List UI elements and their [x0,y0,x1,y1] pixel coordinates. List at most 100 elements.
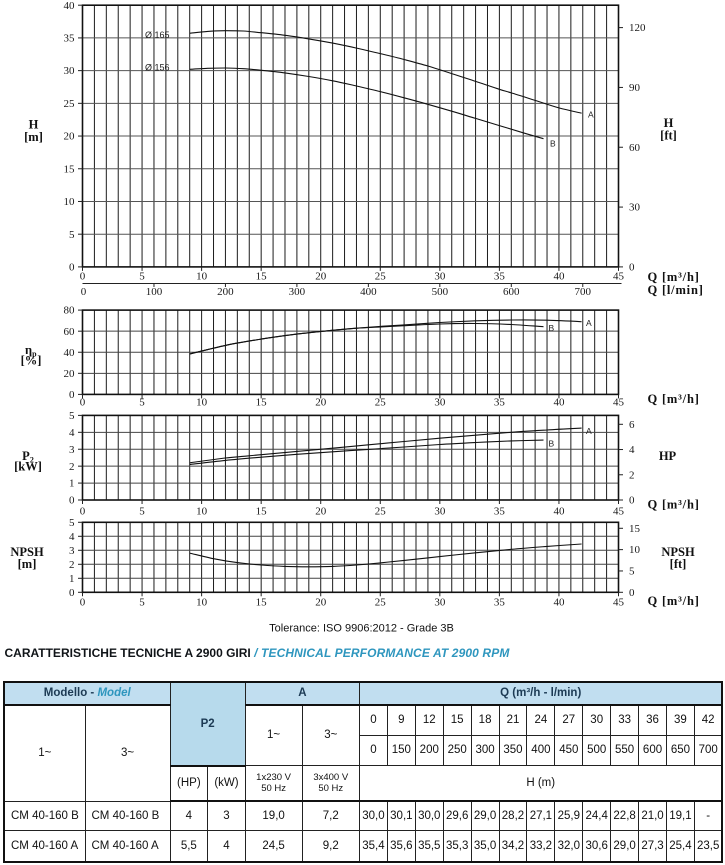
svg-text:3: 3 [69,545,75,557]
svg-text:35: 35 [494,505,506,517]
svg-text:25: 25 [375,596,387,608]
svg-text:15: 15 [256,596,268,608]
svg-text:40: 40 [64,0,76,12]
svg-text:45: 45 [613,505,625,517]
svg-text:5: 5 [69,410,75,422]
svg-text:1: 1 [69,478,75,490]
svg-text:0: 0 [629,262,635,274]
svg-text:1: 1 [69,573,75,585]
svg-text:Q [m³/h]: Q [m³/h] [648,594,700,608]
svg-text:0: 0 [81,286,87,298]
svg-text:10: 10 [196,396,208,408]
svg-text:A: A [588,110,594,120]
svg-text:20: 20 [64,368,76,380]
svg-text:[kW]: [kW] [14,460,42,474]
svg-text:Q [m³/h]: Q [m³/h] [648,270,700,284]
svg-text:0: 0 [629,587,635,599]
svg-text:35: 35 [494,396,506,408]
svg-text:NPSH: NPSH [661,545,695,559]
svg-text:4: 4 [69,427,75,439]
svg-text:0: 0 [80,505,86,517]
svg-text:25: 25 [64,98,76,110]
svg-text:B: B [549,439,555,449]
svg-text:10: 10 [196,505,208,517]
svg-text:40: 40 [553,596,565,608]
svg-text:500: 500 [432,286,449,298]
svg-text:10: 10 [64,196,76,208]
svg-text:10: 10 [629,544,641,556]
svg-text:NPSH: NPSH [10,545,44,559]
svg-text:100: 100 [146,286,163,298]
svg-text:Ø 156: Ø 156 [145,62,170,72]
svg-text:5: 5 [629,566,635,578]
svg-text:5: 5 [139,271,145,283]
svg-text:3: 3 [69,444,75,456]
svg-text:80: 80 [64,305,76,317]
svg-text:Tolerance: ISO 9906:2012 - Gra: Tolerance: ISO 9906:2012 - Grade 3B [269,623,454,635]
svg-text:4: 4 [629,444,635,456]
svg-text:35: 35 [494,596,506,608]
svg-text:40: 40 [553,271,565,283]
svg-text:10: 10 [196,596,208,608]
svg-text:[m]: [m] [24,130,43,144]
svg-text:0: 0 [69,495,75,507]
svg-text:15: 15 [629,523,641,535]
svg-text:HP: HP [659,449,677,463]
svg-text:4: 4 [69,531,75,543]
svg-text:30: 30 [629,202,641,214]
svg-text:25: 25 [375,396,387,408]
svg-text:45: 45 [613,596,625,608]
svg-text:2: 2 [69,461,75,473]
svg-text:Q [m³/h]: Q [m³/h] [648,392,700,406]
svg-text:20: 20 [315,271,327,283]
svg-text:20: 20 [315,396,327,408]
svg-text:20: 20 [315,505,327,517]
svg-text:15: 15 [256,505,268,517]
svg-text:15: 15 [64,163,76,175]
svg-text:40: 40 [553,396,565,408]
svg-text:5: 5 [139,396,145,408]
svg-text:0: 0 [80,271,86,283]
svg-text:35: 35 [64,33,76,45]
svg-text:10: 10 [196,271,208,283]
svg-text:A: A [586,318,592,328]
svg-text:B: B [549,323,555,333]
svg-text:60: 60 [64,326,76,338]
svg-text:5: 5 [139,596,145,608]
svg-text:P2: P2 [22,449,34,465]
svg-text:700: 700 [575,286,592,298]
svg-text:[ft]: [ft] [670,557,687,571]
svg-text:15: 15 [256,271,268,283]
svg-text:0: 0 [80,596,86,608]
svg-text:40: 40 [64,347,76,359]
svg-text:[m]: [m] [18,557,37,571]
svg-text:0: 0 [80,396,86,408]
svg-text:20: 20 [64,131,76,143]
svg-text:0: 0 [69,389,75,401]
svg-text:30: 30 [434,596,446,608]
svg-text:30: 30 [434,396,446,408]
svg-text:25: 25 [375,505,387,517]
svg-text:60: 60 [629,142,641,154]
svg-text:[%]: [%] [21,354,42,368]
svg-text:30: 30 [434,505,446,517]
svg-text:45: 45 [613,271,625,283]
svg-text:45: 45 [613,396,625,408]
svg-text:15: 15 [256,396,268,408]
svg-text:300: 300 [289,286,306,298]
svg-text:H: H [29,118,39,132]
svg-text:Q [l/min]: Q [l/min] [648,283,704,297]
svg-text:5: 5 [69,517,75,529]
svg-text:30: 30 [64,65,76,77]
svg-text:35: 35 [494,271,506,283]
svg-text:[ft]: [ft] [660,129,677,143]
svg-text:0: 0 [69,262,75,274]
svg-text:5: 5 [69,229,75,241]
svg-text:6: 6 [629,419,635,431]
svg-text:25: 25 [375,271,387,283]
svg-text:20: 20 [315,596,327,608]
svg-text:2: 2 [629,469,635,481]
svg-text:Q [m³/h]: Q [m³/h] [648,498,700,512]
svg-text:600: 600 [503,286,520,298]
svg-text:0: 0 [629,495,635,507]
